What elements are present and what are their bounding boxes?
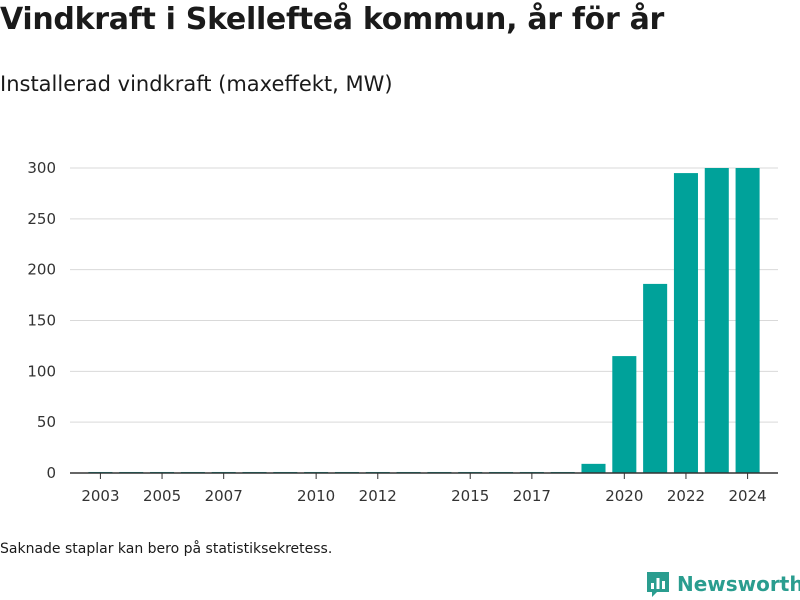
y-tick-label: 100 xyxy=(27,362,56,380)
newsworthy-logo-icon xyxy=(647,572,669,597)
chart-subtitle: Installerad vindkraft (maxeffekt, MW) xyxy=(0,72,393,96)
y-tick-label: 250 xyxy=(27,210,56,228)
y-tick-label: 150 xyxy=(27,312,56,330)
brand-name: Newsworthy xyxy=(677,572,800,596)
bar-2024 xyxy=(735,168,760,473)
bar-2022 xyxy=(673,173,698,474)
bar-2021 xyxy=(643,283,668,473)
y-tick-label: 300 xyxy=(27,159,56,177)
y-tick-label: 0 xyxy=(46,464,56,482)
x-tick-label: 2024 xyxy=(728,487,766,505)
gridlines xyxy=(70,167,778,423)
x-tick-label: 2010 xyxy=(297,487,335,505)
bar-2020 xyxy=(612,356,637,473)
bar-2023 xyxy=(704,168,729,473)
x-tick-label: 2015 xyxy=(451,487,489,505)
x-axis-ticks: 2003 2005 2007 2010 2012 2015 2017 2020 2022 2024 xyxy=(81,473,767,505)
bar-2019 xyxy=(581,463,606,473)
x-tick-label: 2022 xyxy=(667,487,705,505)
brand-logo[interactable]: Newsworthy xyxy=(645,568,800,600)
x-tick-label: 2017 xyxy=(513,487,551,505)
footnote: Saknade staplar kan bero på statistiksek… xyxy=(0,541,333,557)
y-axis-ticks: 0 50 100 150 200 250 300 xyxy=(27,159,56,482)
x-tick-label: 2012 xyxy=(359,487,397,505)
x-tick-label: 2007 xyxy=(205,487,243,505)
chart-title: Vindkraft i Skellefteå kommun, år för år xyxy=(0,2,665,37)
x-tick-label: 2003 xyxy=(81,487,119,505)
y-tick-label: 50 xyxy=(37,413,56,431)
x-tick-label: 2020 xyxy=(605,487,643,505)
x-tick-label: 2005 xyxy=(143,487,181,505)
y-tick-label: 200 xyxy=(27,261,56,279)
